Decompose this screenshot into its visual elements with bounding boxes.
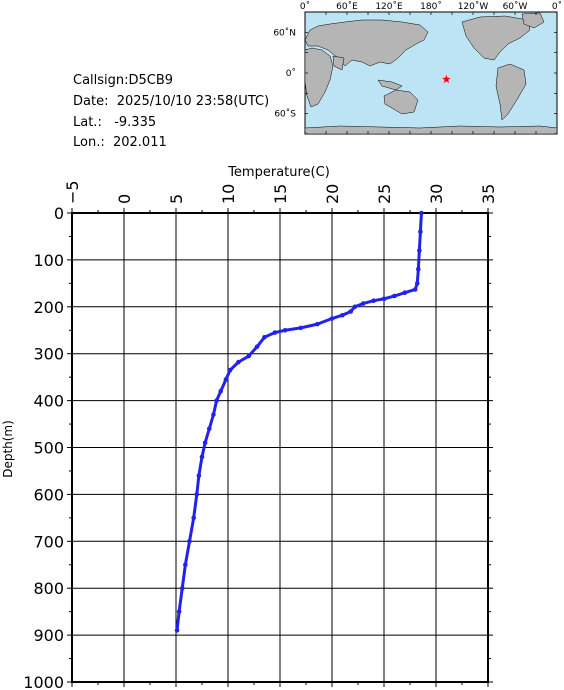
land-arabia xyxy=(332,55,345,71)
x-tick-label: 35 xyxy=(479,184,498,204)
y-tick-label: 300 xyxy=(33,345,64,364)
data-point xyxy=(360,301,366,306)
y-tick-label: 0 xyxy=(54,204,64,223)
y-tick-label: 100 xyxy=(33,251,64,270)
x-tick-label: 0 xyxy=(115,194,134,204)
data-point xyxy=(414,281,420,286)
y-tick-label: 500 xyxy=(33,439,64,458)
y-tick-label: 400 xyxy=(33,392,64,411)
x-tick-label: 15 xyxy=(271,184,290,204)
map-longitude-label: 120˚W xyxy=(458,1,489,12)
data-point xyxy=(254,344,260,349)
temperature-profile-line xyxy=(175,211,423,632)
longitude-text: Lon.: 202.011 xyxy=(73,135,167,150)
x-tick-label: −5 xyxy=(63,180,82,204)
land-south-america xyxy=(495,63,527,121)
y-axis-label: Depth(m) xyxy=(1,420,15,478)
x-axis-label: Temperature(C) xyxy=(227,165,330,180)
data-point xyxy=(348,309,354,314)
map-longitude-label: 60˚W xyxy=(503,1,528,12)
data-point xyxy=(282,327,288,333)
land-greenland xyxy=(521,12,545,29)
map-latitude-labels: 60˚N 0˚ 60˚S xyxy=(273,27,296,119)
data-point xyxy=(194,492,200,497)
map-longitude-label: 0˚ xyxy=(300,1,310,12)
data-point xyxy=(246,353,252,359)
data-point xyxy=(196,473,202,478)
axis-ticks xyxy=(67,208,493,687)
data-point xyxy=(418,229,423,235)
x-tick-label: 30 xyxy=(427,184,446,204)
map-latitude-label: 0˚ xyxy=(286,68,296,79)
data-point xyxy=(214,398,219,403)
data-point xyxy=(402,290,408,296)
data-point xyxy=(191,515,196,521)
data-point xyxy=(183,562,188,568)
data-point xyxy=(315,321,320,327)
y-tick-label: 600 xyxy=(33,485,64,504)
data-point xyxy=(381,296,387,302)
data-point xyxy=(371,298,376,304)
x-tick-label: 5 xyxy=(167,194,186,204)
plot-area: −5 0 5 10 15 20 25 30 35 01002003004005006007008… xyxy=(1,165,498,690)
data-point xyxy=(262,334,267,340)
x-tick-label: 20 xyxy=(323,184,342,204)
map-longitude-label: 60˚E xyxy=(336,1,358,12)
grid-lines xyxy=(72,213,488,682)
date-text: Date: 2025/10/10 23:58(UTC) xyxy=(73,94,270,109)
data-point xyxy=(206,426,212,432)
y-tick-label: 700 xyxy=(33,532,64,551)
data-point xyxy=(236,359,241,365)
data-point xyxy=(416,266,421,272)
x-tick-label: 10 xyxy=(219,184,238,204)
data-point xyxy=(179,585,185,591)
data-point xyxy=(187,539,192,544)
map-longitude-label: 0˚ xyxy=(552,1,562,12)
y-tick-labels: 0 100 200 300 400 500 600 700 800 900 1000 xyxy=(23,204,64,690)
map-latitude-label: 60˚S xyxy=(274,109,296,120)
map-longitude-label: 120˚E xyxy=(375,1,403,12)
data-point xyxy=(211,412,216,417)
data-point xyxy=(417,248,422,253)
data-point xyxy=(199,454,205,460)
x-tick-labels: −5 0 5 10 15 20 25 30 35 xyxy=(63,180,498,204)
y-tick-label: 800 xyxy=(33,579,64,598)
y-tick-label: 900 xyxy=(33,626,64,645)
map-marker-layer xyxy=(442,74,451,83)
data-point xyxy=(352,304,358,310)
data-point xyxy=(392,293,397,299)
data-point xyxy=(223,377,229,382)
map-tick-marks xyxy=(304,11,558,135)
y-tick-label: 1000 xyxy=(23,673,64,690)
data-point xyxy=(419,210,424,216)
map-longitude-label: 180˚ xyxy=(420,1,442,12)
y-tick-label: 200 xyxy=(33,298,64,317)
land-indonesia xyxy=(377,79,403,91)
map-latitude-label: 60˚N xyxy=(273,27,296,38)
data-point xyxy=(412,287,418,292)
world-map: 0˚ 60˚E 120˚E 180˚ 120˚W 60˚W 0˚ 60˚N 0˚ 60˚S xyxy=(273,1,562,135)
data-point xyxy=(227,367,233,373)
star-icon xyxy=(442,74,451,83)
data-point xyxy=(174,628,180,633)
latitude-text: Lat.: -9.335 xyxy=(73,115,157,130)
callsign-text: Callsign:D5CB9 xyxy=(73,73,174,88)
data-point xyxy=(298,325,304,331)
data-point xyxy=(340,312,345,318)
series-layer xyxy=(174,210,424,633)
data-point xyxy=(272,330,278,335)
map-longitude-labels: 0˚ 60˚E 120˚E 180˚ 120˚W 60˚W 0˚ xyxy=(300,1,562,12)
data-point xyxy=(329,316,335,321)
data-point xyxy=(176,609,182,614)
data-point xyxy=(202,440,208,446)
data-point xyxy=(218,388,224,394)
land-australia xyxy=(383,89,419,115)
map-land xyxy=(304,12,558,135)
land-north-america xyxy=(461,15,531,61)
x-tick-label: 25 xyxy=(375,184,394,204)
